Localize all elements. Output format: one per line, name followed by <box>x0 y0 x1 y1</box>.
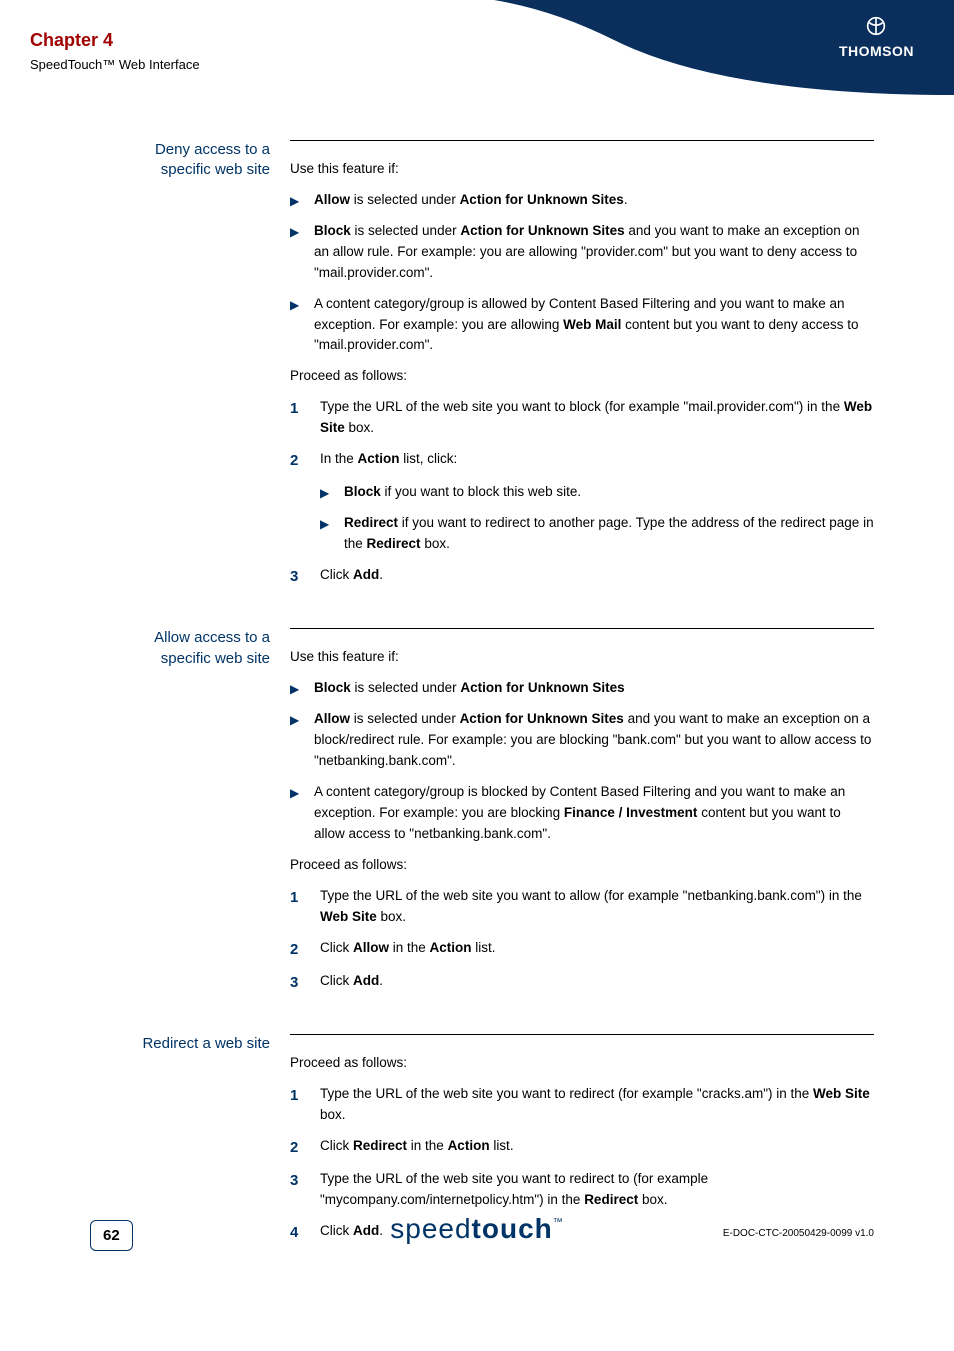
step-text: Type the URL of the web site you want to… <box>320 1084 874 1126</box>
section-side-label: Allow access to a specific web site <box>120 628 290 1004</box>
bullet-item: ▶Allow is selected under Action for Unkn… <box>290 190 874 211</box>
footer-logo-bold: touch <box>472 1213 553 1244</box>
section-body: Use this feature if:▶Allow is selected u… <box>290 140 874 598</box>
step-item: 1Type the URL of the web site you want t… <box>290 886 874 928</box>
bullet-icon: ▶ <box>290 782 314 845</box>
bullet-icon: ▶ <box>290 190 314 211</box>
step-number: 1 <box>290 886 320 928</box>
step-number: 2 <box>290 1136 320 1159</box>
chapter-subtitle: SpeedTouch™ Web Interface <box>30 57 200 72</box>
step-number: 3 <box>290 565 320 588</box>
step-item: 3Click Add. <box>290 971 874 994</box>
footer-logo-tm: ™ <box>553 1217 564 1228</box>
step-item: 2Click Allow in the Action list. <box>290 938 874 961</box>
doc-id: E-DOC-CTC-20050429-0099 v1.0 <box>723 1228 874 1239</box>
bullet-item: ▶A content category/group is allowed by … <box>290 294 874 357</box>
step-text: Click Add. <box>320 971 874 994</box>
bullet-text: Allow is selected under Action for Unkno… <box>314 190 874 211</box>
step-item: 1Type the URL of the web site you want t… <box>290 1084 874 1126</box>
bullet-text: A content category/group is blocked by C… <box>314 782 874 845</box>
sub-bullet-text: Block if you want to block this web site… <box>344 482 874 503</box>
step-text: Click Add. <box>320 565 874 588</box>
section-side-label: Deny access to a specific web site <box>120 140 290 598</box>
page-footer: 62 speedtouch™ E-DOC-CTC-20050429-0099 v… <box>0 1191 954 1251</box>
step-number: 1 <box>290 397 320 439</box>
header-left: Chapter 4 SpeedTouch™ Web Interface <box>30 30 200 72</box>
bullet-icon: ▶ <box>290 709 314 772</box>
bullet-icon: ▶ <box>290 678 314 699</box>
step-item: 1Type the URL of the web site you want t… <box>290 397 874 439</box>
brand-logo: THOMSON <box>839 16 914 59</box>
step-text: Click Allow in the Action list. <box>320 938 874 961</box>
bullet-icon: ▶ <box>290 294 314 357</box>
section-body: Use this feature if:▶Block is selected u… <box>290 628 874 1004</box>
bullet-text: A content category/group is allowed by C… <box>314 294 874 357</box>
sub-bullet-item: ▶Redirect if you want to redirect to ano… <box>320 513 874 555</box>
doc-section: Allow access to a specific web siteUse t… <box>120 628 874 1004</box>
proceed-label: Proceed as follows: <box>290 855 874 876</box>
step-number: 1 <box>290 1084 320 1126</box>
chapter-title: Chapter 4 <box>30 30 200 51</box>
footer-logo-thin: speed <box>390 1213 471 1244</box>
sub-bullet-item: ▶Block if you want to block this web sit… <box>320 482 874 503</box>
step-number: 2 <box>290 449 320 472</box>
brand-glyph-icon <box>866 16 886 36</box>
step-item: 2In the Action list, click: <box>290 449 874 472</box>
bullet-text: Block is selected under Action for Unkno… <box>314 221 874 284</box>
step-text: Type the URL of the web site you want to… <box>320 397 874 439</box>
footer-logo: speedtouch™ <box>390 1213 564 1245</box>
bullet-text: Allow is selected under Action for Unkno… <box>314 709 874 772</box>
step-text: Click Redirect in the Action list. <box>320 1136 874 1159</box>
bullet-icon: ▶ <box>320 482 344 503</box>
sub-bullet-text: Redirect if you want to redirect to anot… <box>344 513 874 555</box>
bullet-icon: ▶ <box>290 221 314 284</box>
doc-section: Deny access to a specific web siteUse th… <box>120 140 874 598</box>
bullet-item: ▶Block is selected under Action for Unkn… <box>290 221 874 284</box>
section-intro: Use this feature if: <box>290 159 874 180</box>
step-item: 3Click Add. <box>290 565 874 588</box>
page-content: Deny access to a specific web siteUse th… <box>0 140 954 1284</box>
bullet-text: Block is selected under Action for Unkno… <box>314 678 874 699</box>
bullet-item: ▶A content category/group is blocked by … <box>290 782 874 845</box>
step-number: 3 <box>290 971 320 994</box>
proceed-label: Proceed as follows: <box>290 1053 874 1074</box>
proceed-label: Proceed as follows: <box>290 366 874 387</box>
section-intro: Use this feature if: <box>290 647 874 668</box>
page-header: Chapter 4 SpeedTouch™ Web Interface THOM… <box>0 0 954 95</box>
bullet-item: ▶Block is selected under Action for Unkn… <box>290 678 874 699</box>
step-item: 2Click Redirect in the Action list. <box>290 1136 874 1159</box>
brand-text: THOMSON <box>839 43 914 59</box>
step-text: In the Action list, click: <box>320 449 874 472</box>
page-number: 62 <box>90 1220 133 1251</box>
step-text: Type the URL of the web site you want to… <box>320 886 874 928</box>
sub-bullet-list: ▶Block if you want to block this web sit… <box>320 482 874 555</box>
step-number: 2 <box>290 938 320 961</box>
bullet-item: ▶Allow is selected under Action for Unkn… <box>290 709 874 772</box>
bullet-icon: ▶ <box>320 513 344 555</box>
